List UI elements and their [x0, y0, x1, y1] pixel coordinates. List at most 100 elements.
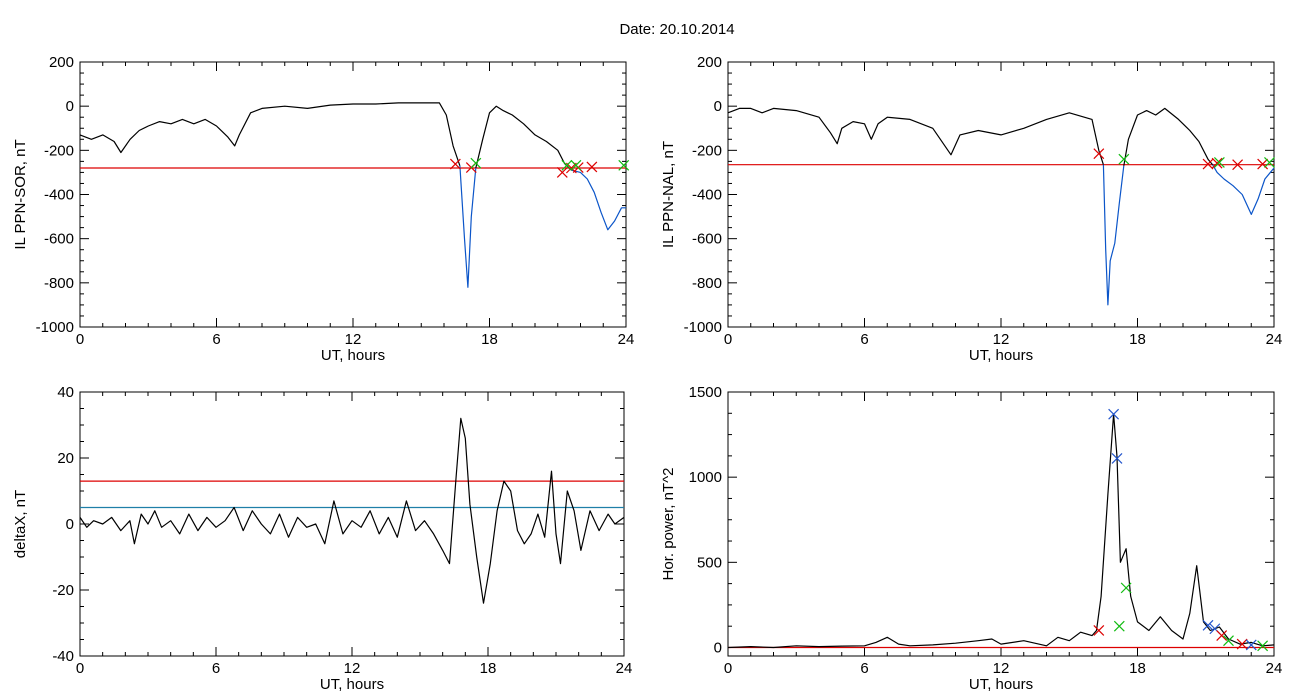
event-marker	[1093, 625, 1105, 636]
event-marker	[570, 159, 582, 171]
y-tick-label: 0	[714, 639, 722, 656]
x-tick-label: 0	[76, 331, 84, 348]
event-marker	[1111, 453, 1123, 464]
event-marker	[1213, 157, 1225, 168]
date-title: Date: 20.10.2014	[619, 21, 734, 38]
y-tick-label: 1000	[689, 469, 722, 486]
x-axis-label: UT, hours	[969, 347, 1033, 364]
y-tick-label: 0	[714, 98, 722, 115]
y-tick-label: 200	[697, 54, 722, 71]
x-axis-label: UT, hours	[321, 347, 385, 364]
plot-frame	[79, 61, 627, 328]
marker-stroke	[1108, 408, 1120, 420]
y-tick-label: -200	[692, 142, 722, 159]
x-tick-label: 24	[1266, 331, 1283, 348]
y-tick-label: -20	[52, 582, 74, 599]
x-tick-label: 18	[1129, 660, 1146, 677]
y-axis-label: IL PPN-SOR, nT	[12, 139, 29, 249]
event-marker	[1257, 640, 1269, 652]
marker-stroke	[1118, 153, 1130, 165]
event-marker	[1223, 635, 1234, 647]
x-tick-label: 24	[1266, 660, 1283, 677]
chart-panel-power: 0 6 12 18 24 1500 1000 500 0 UT, hours Hor. power,…	[660, 384, 1282, 693]
event-marker	[1202, 619, 1214, 631]
x-tick-label: 12	[345, 331, 362, 348]
marker-stroke	[1202, 619, 1214, 631]
y-tick-label: 20	[57, 450, 74, 467]
x-tick-label: 6	[212, 331, 220, 348]
marker-stroke	[449, 158, 461, 170]
marker-stroke	[1232, 159, 1244, 171]
x-tick-label: 6	[212, 660, 220, 677]
y-tick-label: -1000	[684, 319, 722, 336]
chart-panel-deltax: 0 6 12 18 24 40 20 0 -20 -40 UT, hours deltaX, nT	[12, 384, 632, 693]
event-marker	[586, 161, 598, 173]
x-tick-label: 18	[1129, 331, 1146, 348]
data-series-0	[79, 102, 461, 166]
data-series-3	[571, 169, 626, 231]
marker-stroke	[1209, 623, 1221, 635]
plot-frame	[79, 391, 625, 657]
data-series-2	[475, 105, 572, 171]
x-tick-label: 12	[993, 660, 1010, 677]
x-tick-label: 24	[616, 660, 633, 677]
data-series-1	[1102, 164, 1125, 306]
event-marker	[1257, 158, 1269, 170]
y-tick-label: 1500	[689, 384, 722, 401]
event-marker	[1113, 620, 1125, 632]
marker-stroke	[570, 159, 582, 171]
y-tick-label: -400	[44, 187, 74, 204]
y-tick-label: -600	[692, 231, 722, 248]
event-marker	[1202, 158, 1214, 170]
x-tick-label: 0	[724, 660, 732, 677]
x-tick-label: 12	[993, 331, 1010, 348]
marker-stroke	[1093, 148, 1105, 160]
event-marker	[1093, 148, 1105, 160]
event-marker	[556, 166, 568, 178]
marker-stroke	[1093, 625, 1105, 636]
marker-stroke	[1202, 158, 1214, 170]
data-series-0	[727, 107, 1104, 165]
y-tick-label: -600	[44, 231, 74, 248]
x-tick-label: 0	[724, 331, 732, 348]
marker-stroke	[1264, 157, 1275, 168]
event-marker	[1216, 630, 1228, 641]
event-marker	[561, 159, 573, 171]
x-axis-label: UT, hours	[320, 676, 384, 693]
data-series-2	[1123, 107, 1214, 166]
marker-stroke	[556, 166, 568, 178]
marker-stroke	[1213, 157, 1225, 168]
marker-stroke	[586, 161, 598, 173]
data-series-0	[727, 413, 1275, 649]
plot-frame	[727, 391, 1275, 657]
marker-stroke	[1211, 157, 1223, 169]
y-tick-label: -200	[44, 142, 74, 159]
marker-stroke	[1113, 620, 1125, 632]
y-tick-label: 500	[697, 554, 722, 571]
x-tick-label: 18	[481, 331, 498, 348]
x-tick-label: 18	[480, 660, 497, 677]
x-tick-label: 0	[76, 660, 84, 677]
plot-frame	[727, 61, 1275, 328]
y-tick-label: 0	[66, 98, 74, 115]
event-marker	[1236, 638, 1248, 650]
marker-stroke	[1257, 640, 1269, 652]
marker-stroke	[561, 159, 573, 171]
y-axis-label: IL PPN-NAL, nT	[660, 141, 677, 248]
marker-stroke	[470, 157, 482, 169]
event-marker	[1118, 153, 1130, 165]
chart-panel-sor: 0 6 12 18 24 200 0 -200 -400 -600 -800 -1000 UT, hou…	[12, 54, 634, 364]
marker-stroke	[1216, 630, 1228, 641]
data-series-1	[459, 165, 477, 288]
marker-stroke	[1120, 582, 1132, 594]
y-tick-label: 40	[57, 384, 74, 401]
data-series-0	[79, 417, 625, 604]
y-tick-label: -40	[52, 648, 74, 665]
marker-stroke	[1236, 638, 1248, 650]
y-tick-label: -800	[44, 275, 74, 292]
x-tick-label: 12	[344, 660, 361, 677]
y-tick-label: -400	[692, 187, 722, 204]
event-marker	[1120, 582, 1132, 594]
marker-stroke	[1257, 158, 1269, 170]
event-marker	[1264, 157, 1275, 168]
